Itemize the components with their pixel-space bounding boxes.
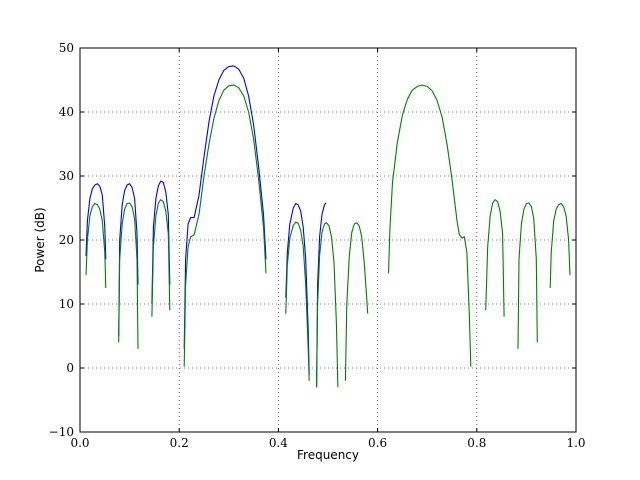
series-2-lobe: [517, 202, 538, 349]
series-2-lobe: [183, 84, 267, 367]
x-tick-label: 0.6: [368, 436, 387, 450]
series-2-lobe: [549, 202, 571, 289]
series-1-lobe: [151, 180, 171, 305]
y-tick-label: 50: [59, 41, 74, 55]
series-2-lobe: [151, 199, 171, 317]
x-tick-label: 0.4: [269, 436, 288, 450]
x-tick-label: 1.0: [566, 436, 585, 450]
y-tick-label: 20: [59, 233, 74, 247]
y-tick-label: 40: [59, 105, 74, 119]
ticks: 0.0 0.2 0.4 0.6 0.8 1.0 −10 0 10 20 30 40 50: [49, 41, 586, 450]
series-2-lobe: [387, 84, 472, 367]
y-axis-label: Power (dB): [33, 207, 47, 272]
series-2-lobe: [85, 202, 107, 289]
grid: [80, 48, 576, 432]
series-1-lobe: [183, 65, 267, 349]
series-2-lobe: [285, 221, 310, 381]
x-tick-label: 0.2: [170, 436, 189, 450]
x-tick-label: 0.8: [467, 436, 486, 450]
series-2-lobe: [316, 222, 339, 388]
series-1-lobe: [118, 183, 139, 337]
series-2-lobe: [485, 199, 505, 317]
series-2-lobe: [344, 222, 369, 381]
y-tick-label: 0: [66, 361, 74, 375]
series-2-lobe: [118, 202, 139, 349]
y-tick-label: −10: [49, 425, 74, 439]
y-tick-label: 30: [59, 169, 74, 183]
x-axis-label: Frequency: [297, 448, 359, 462]
series-1-lobe: [285, 202, 310, 375]
y-tick-label: 10: [59, 297, 74, 311]
series-lines: [85, 65, 571, 388]
x-tick-label: 0.0: [70, 436, 89, 450]
series-1-lobe: [85, 183, 107, 260]
